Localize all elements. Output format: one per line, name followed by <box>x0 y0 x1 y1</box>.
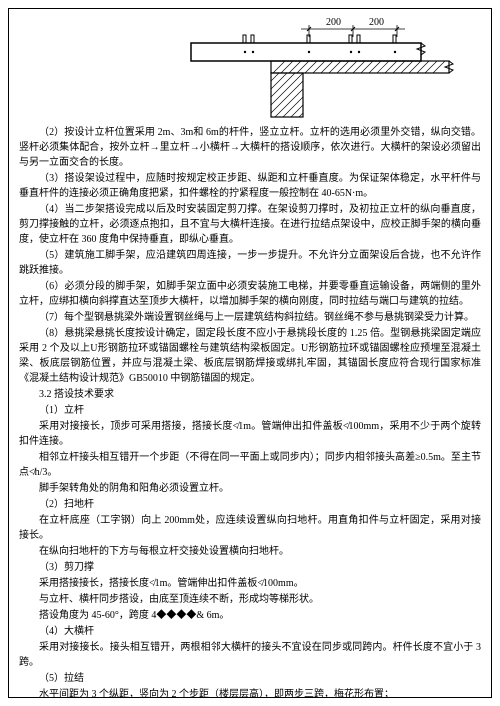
para-lipole-1: 采用对接接长，顶步可采用搭接，搭接长度≮1m。管端伸出扣件盖板≮100mm，采用… <box>19 419 481 449</box>
para-8: （8）悬挑梁悬挑长度按设计确定，固定段长度不应小于悬挑段长度的 1.25 倍。型… <box>19 326 481 386</box>
para-lipole-3: 脚手架转角处的阴角和阳角必须设置立杆。 <box>19 481 481 496</box>
section-3-2: 3.2 搭设技术要求 <box>19 387 481 402</box>
section-lipole: （1）立杆 <box>19 403 481 418</box>
para-6: （6）必须分段的脚手架，如脚手架立面中必须安装施工电梯，并要零垂直运输设备，两端… <box>19 279 481 309</box>
para-2: （2）按设计立杆位置采用 2m、3m和 6m的杆件，竖立立杆。立杆的选用必须里外… <box>19 125 481 170</box>
dim-label-1: 200 <box>326 17 341 28</box>
para-lajie-1: 水平间距为 3 个纵距，竖向为 2 个步距（楼层层高），即两步三跨，梅花形布置； <box>19 687 481 698</box>
para-saodi-2: 在纵向扫地杆的下方与每根立杆交接处设置横向扫地杆。 <box>19 544 481 559</box>
section-jiandao: （3）剪刀撑 <box>19 560 481 575</box>
para-5: （5）建筑施工脚手架，应沿建筑四周连接，一步一步提升。不允许分立面架设后合拢，也… <box>19 248 481 278</box>
para-jiandao-1: 采用搭接接长，搭接长度≮1m。管端伸出扣件盖板≮100mm。 <box>19 576 481 591</box>
diagram-area: 200 200 <box>19 15 481 125</box>
section-saodi: （2）扫地杆 <box>19 497 481 512</box>
para-4: （4）当二步架搭设完成以后及时安装固定剪刀撑。在架设剪刀撑时，及初拉正立杆的纵向… <box>19 202 481 247</box>
para-saodi-1: 在立杆底座（工字钢）向上 200mm处，应连续设置纵向扫地杆。用直角扣件与立杆固… <box>19 513 481 543</box>
para-7: （7）每个型钢悬挑梁外端设置钢丝绳与上一层建筑结构斜拉结。钢丝绳不参与悬挑钢梁受… <box>19 310 481 325</box>
para-jiandao-2: 与立杆、横杆同步搭设，由底至顶连续不断，形成均等梯形状。 <box>19 592 481 607</box>
para-daheng-1: 采用对接接长。接头相互错开，两根相邻大横杆的接头不宜设在同步或同跨内。杆件长度不… <box>19 640 481 670</box>
structural-diagram: 200 200 <box>181 15 461 120</box>
para-lipole-2: 相邻立杆接头相互错开一个步距（不得在同一平面上或同步内）；同步内相邻接头高差≥0… <box>19 450 481 480</box>
section-daheng: （4）大横杆 <box>19 624 481 639</box>
para-jiandao-3: 搭设角度为 45-60°，跨度 4◆◆◆◆& 6m。 <box>19 608 481 623</box>
page-border: 200 200 <box>8 8 492 698</box>
para-3: （3）搭设架设过程中，应随时按规定校正步距、纵距和立杆垂直度。为保证架体稳定，水… <box>19 171 481 201</box>
section-lajie: （5）拉结 <box>19 671 481 686</box>
dim-label-2: 200 <box>369 17 384 28</box>
